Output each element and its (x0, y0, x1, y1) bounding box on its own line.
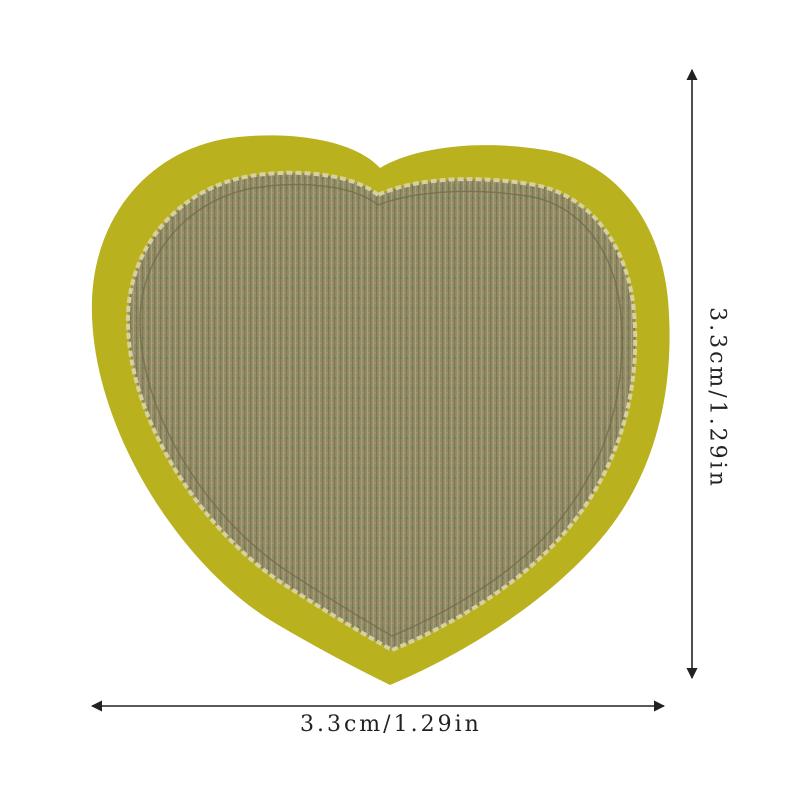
stitch-outline (125, 170, 638, 653)
height-label: 3.3cm/1.29in (704, 307, 730, 489)
embroidered-heart (127, 172, 636, 650)
width-label: 3.3cm/1.29in (300, 712, 482, 737)
